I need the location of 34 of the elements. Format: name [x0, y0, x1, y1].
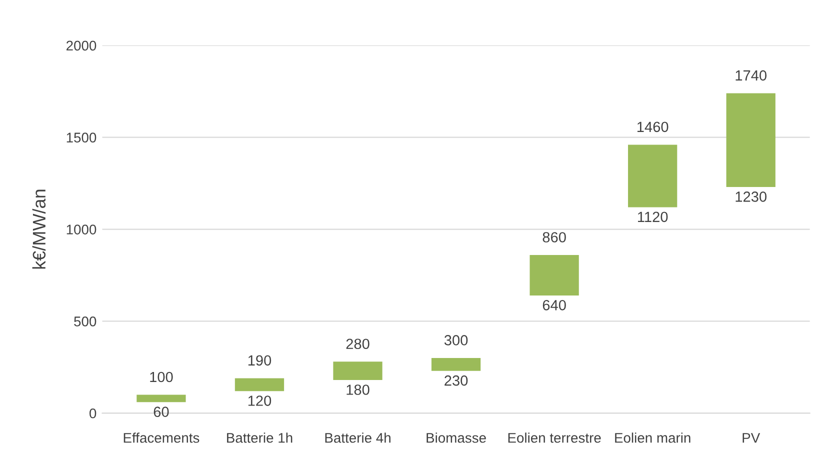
y-tick-label: 1500 — [66, 132, 96, 143]
x-tick-label: PV — [742, 433, 760, 443]
y-tick-label: 1000 — [66, 224, 96, 234]
annotation: 180 — [346, 384, 370, 395]
y-tick-label: 2000 — [66, 40, 96, 51]
bar — [333, 362, 382, 380]
y-tick-label: 500 — [74, 316, 96, 326]
x-tick-label: Batterie 1h — [227, 432, 292, 443]
y-axis-title: k€/MW/an — [32, 190, 46, 269]
annotation: 60 — [154, 406, 169, 417]
x-tick-label: Eolien marin — [615, 432, 690, 443]
annotation: 1120 — [638, 212, 668, 222]
bar — [530, 255, 579, 296]
x-tick-label: Eolien terrestre — [508, 432, 601, 443]
annotation: 190 — [248, 355, 272, 366]
annotation: 100 — [150, 372, 173, 382]
y-tick-label: 0 — [90, 408, 96, 418]
annotation: 280 — [346, 338, 370, 350]
bar — [726, 93, 776, 187]
bar — [431, 358, 481, 371]
bar — [628, 144, 678, 208]
annotation: 1230 — [736, 192, 767, 202]
x-tick-label: Effacements — [124, 432, 200, 443]
annotation: 1740 — [736, 70, 767, 81]
annotation: 120 — [248, 396, 272, 406]
annotation: 230 — [444, 375, 468, 386]
x-tick-label: Batterie 4h — [325, 432, 390, 443]
bar — [234, 378, 284, 392]
annotation: 1460 — [637, 122, 668, 132]
annotation: 300 — [444, 335, 468, 346]
annotation: 860 — [542, 232, 566, 242]
x-tick-label: Biomasse — [426, 432, 486, 443]
annotation: 640 — [542, 300, 566, 310]
bar — [136, 394, 186, 402]
